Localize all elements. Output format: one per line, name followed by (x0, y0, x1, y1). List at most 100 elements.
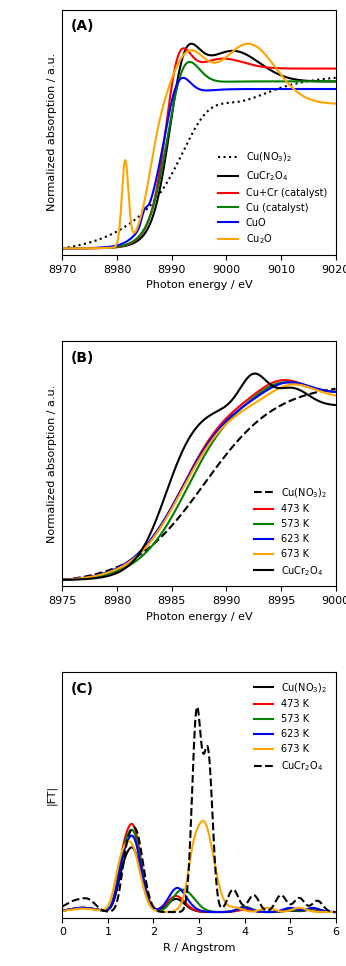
CuCr$_2$O$_4$ (266, 63, 271, 74)
Cu(NO$_3$)$_2$ (192, 493, 196, 504)
Cu$_2$O (243, 39, 247, 50)
673 K (60, 905, 64, 917)
573 K (77, 902, 81, 914)
Text: (C): (C) (71, 682, 93, 696)
Line: Cu$_2$O: Cu$_2$O (62, 43, 336, 248)
CuCr$_2$O$_4$ (223, 401, 227, 412)
Line: 573 K: 573 K (62, 830, 336, 912)
573 K (60, 905, 64, 917)
623 K (130, 830, 134, 841)
Y-axis label: Normalized absorption / a.u.: Normalized absorption / a.u. (47, 384, 57, 543)
CuO (222, 84, 226, 96)
573 K (208, 440, 212, 452)
X-axis label: Photon energy / eV: Photon energy / eV (146, 280, 252, 291)
573 K (334, 385, 338, 397)
573 K (285, 377, 289, 388)
573 K (328, 385, 332, 397)
573 K (130, 824, 134, 836)
CuO (109, 241, 113, 252)
Line: Cu(NO$_3$)$_2$: Cu(NO$_3$)$_2$ (62, 847, 336, 912)
623 K (208, 435, 212, 446)
CuCr$_2$O$_4$ (268, 903, 272, 915)
673 K (334, 906, 338, 918)
623 K (192, 461, 196, 472)
473 K (208, 432, 212, 443)
623 K (296, 904, 300, 916)
623 K (334, 386, 338, 398)
CuCr$_2$O$_4$ (328, 399, 332, 411)
Cu(NO$_3$)$_2$ (221, 98, 226, 109)
Cu$_2$O (130, 225, 135, 237)
Cu$_2$O (334, 98, 338, 109)
Cu(NO$_3$)$_2$ (190, 495, 194, 506)
673 K (223, 419, 227, 431)
473 K (216, 906, 220, 918)
623 K (60, 574, 64, 585)
Cu(NO$_3$)$_2$ (235, 903, 239, 915)
Cu(NO$_3$)$_2$ (227, 906, 231, 918)
473 K (192, 460, 196, 471)
623 K (77, 902, 81, 914)
Cu(NO$_3$)$_2$ (77, 902, 81, 914)
473 K (223, 413, 227, 425)
Cu(NO$_3$)$_2$ (266, 86, 270, 98)
Cu(NO$_3$)$_2$ (243, 95, 247, 106)
CuCr$_2$O$_4$ (296, 893, 300, 904)
CuCr$_2$O$_4$ (184, 43, 188, 54)
623 K (60, 905, 64, 917)
X-axis label: Photon energy / eV: Photon energy / eV (146, 611, 252, 622)
CuCr$_2$O$_4$ (208, 410, 212, 421)
Line: 573 K: 573 K (62, 383, 336, 580)
CuCr$_2$O$_4$ (334, 399, 338, 411)
CuCr$_2$O$_4$ (60, 242, 64, 254)
Cu(NO$_3$)$_2$ (334, 72, 338, 84)
Cu(NO$_3$)$_2$ (223, 450, 227, 462)
Cu (catalyst) (109, 242, 113, 253)
Cu(NO$_3$)$_2$ (334, 906, 338, 918)
Cu+Cr (catalyst) (222, 53, 226, 65)
CuO (184, 73, 189, 85)
673 K (190, 466, 194, 477)
Cu(NO$_3$)$_2$ (284, 397, 289, 409)
623 K (217, 906, 221, 918)
Cu$_2$O (246, 38, 250, 49)
473 K (190, 463, 194, 474)
473 K (328, 385, 332, 397)
Line: Cu(NO$_3$)$_2$: Cu(NO$_3$)$_2$ (62, 388, 336, 580)
623 K (235, 904, 239, 916)
Cu(NO$_3$)$_2$ (130, 215, 135, 227)
Cu$_2$O (221, 53, 226, 65)
573 K (235, 903, 239, 915)
Cu(NO$_3$)$_2$ (60, 574, 64, 585)
CuCr$_2$O$_4$ (235, 889, 239, 900)
473 K (296, 904, 300, 916)
673 K (227, 899, 231, 911)
673 K (201, 815, 205, 827)
CuO (334, 83, 338, 95)
623 K (227, 906, 231, 918)
Cu(NO$_3$)$_2$ (296, 905, 300, 917)
Y-axis label: Normalized absorption / a.u.: Normalized absorption / a.u. (47, 53, 57, 212)
573 K (219, 906, 224, 918)
Cu+Cr (catalyst) (60, 242, 64, 254)
CuCr$_2$O$_4$ (195, 701, 199, 713)
473 K (235, 905, 239, 917)
CuCr$_2$O$_4$ (130, 238, 135, 249)
673 K (208, 437, 212, 448)
Legend: Cu(NO$_3$)$_2$, 473 K, 573 K, 623 K, 673 K, CuCr$_2$O$_4$: Cu(NO$_3$)$_2$, 473 K, 573 K, 623 K, 673… (250, 677, 331, 777)
573 K (190, 472, 194, 484)
Cu(NO$_3$)$_2$ (327, 384, 331, 395)
Line: CuCr$_2$O$_4$: CuCr$_2$O$_4$ (62, 43, 336, 248)
473 K (268, 906, 272, 918)
473 K (334, 906, 338, 918)
573 K (284, 377, 288, 388)
Cu(NO$_3$)$_2$ (184, 140, 188, 152)
473 K (60, 905, 64, 917)
Line: 673 K: 673 K (62, 384, 336, 580)
Legend: Cu(NO$_3$)$_2$, CuCr$_2$O$_4$, Cu+Cr (catalyst), Cu (catalyst), CuO, Cu$_2$O: Cu(NO$_3$)$_2$, CuCr$_2$O$_4$, Cu+Cr (ca… (215, 147, 331, 250)
673 K (192, 463, 196, 474)
473 K (220, 906, 224, 918)
CuCr$_2$O$_4$ (60, 574, 64, 585)
573 K (192, 469, 196, 481)
Cu+Cr (catalyst) (184, 43, 189, 55)
